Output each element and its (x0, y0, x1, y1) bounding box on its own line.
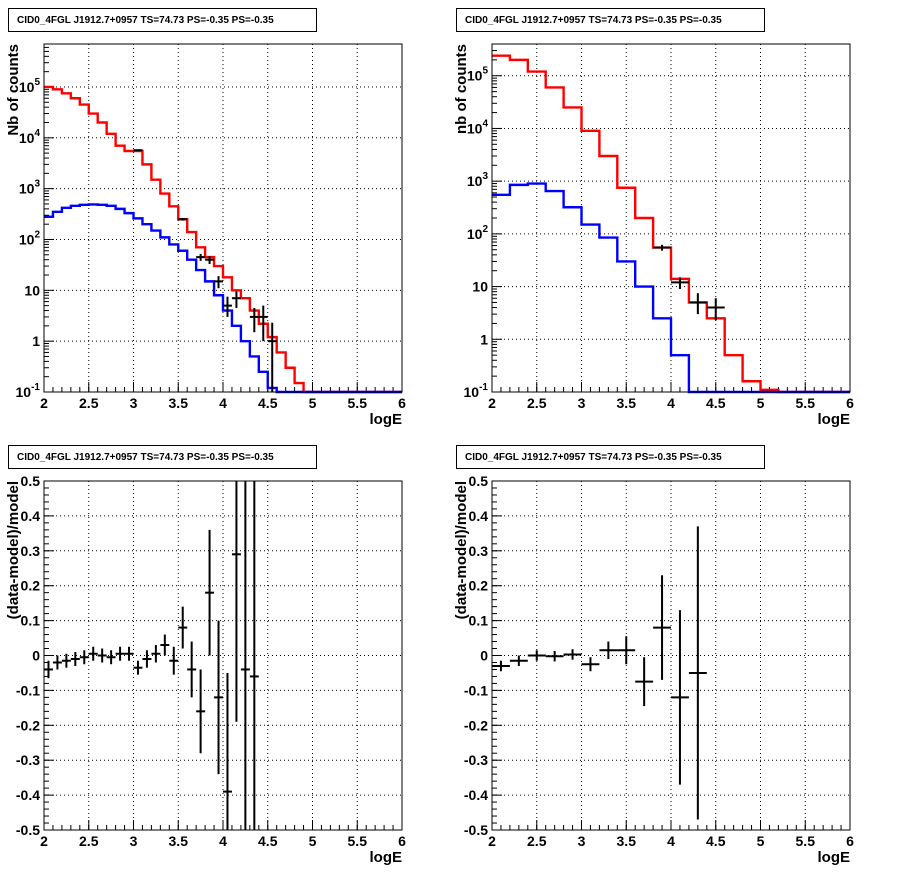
x-tick-label: 2.5 (527, 395, 547, 411)
chart-panel-2: 2 2.5 3 3.5 4 4.5 5 5.5 6 -0.5 -0.4 -0.3 -0.2 -0.1 0 0.… (5, 473, 406, 866)
panel-title-top-left: CID0_4FGL J1912.7+0957 TS=74.73 PS=-0.35… (8, 8, 317, 32)
y-tick-label: 0.4 (21, 508, 41, 524)
chart-panel-0: 2 2.5 3 3.5 4 4.5 5 5.5 6 10-1 1 10 102 103 104 105 logE… (5, 43, 406, 428)
plot-frame (491, 480, 851, 831)
y-tick-label: 10-1 (16, 382, 41, 400)
y-tick-label: 0.4 (469, 508, 489, 524)
x-tick-label: 5.5 (796, 395, 816, 411)
chart-panel-1: 2 2.5 3 3.5 4 4.5 5 5.5 6 10-1 1 10 102 103 104 105 logE… (453, 43, 854, 428)
x-tick-label: 3 (130, 395, 138, 411)
y-tick-label: 104 (19, 128, 41, 146)
x-tick-label: 4 (219, 395, 227, 411)
x-tick-label: 2.5 (79, 833, 99, 849)
x-tick-label: 4 (219, 833, 227, 849)
panel-title-top-right: CID0_4FGL J1912.7+0957 TS=74.73 PS=-0.35… (456, 8, 765, 32)
x-tick-label: 3.5 (169, 395, 189, 411)
x-tick-label: 2 (488, 833, 496, 849)
y-tick-label: 0 (32, 648, 40, 664)
y-axis-label: Nb of counts (5, 44, 22, 136)
x-tick-label: 3 (130, 833, 138, 849)
y-tick-label: -0.4 (16, 787, 40, 803)
x-tick-label: 2 (40, 833, 48, 849)
x-tick-label: 3.5 (169, 833, 189, 849)
y-tick-label: 103 (467, 171, 489, 189)
y-tick-label: 0.3 (21, 543, 41, 559)
y-axis-label: (data-model)/model (453, 481, 470, 619)
x-tick-label: 4 (667, 395, 675, 411)
x-tick-label: 2 (40, 395, 48, 411)
y-axis-label: nb of counts (453, 44, 470, 134)
y-tick-label: 10 (472, 279, 488, 295)
plot-frame (43, 480, 403, 831)
histogram-series-0 (44, 85, 402, 394)
y-tick-label: -0.4 (464, 787, 488, 803)
y-tick-label: -0.2 (16, 717, 40, 733)
y-tick-label: -0.5 (464, 822, 488, 838)
y-tick-label: 105 (19, 77, 41, 95)
y-tick-label: -0.5 (16, 822, 40, 838)
y-tick-label: 104 (467, 118, 489, 136)
x-tick-label: 5 (757, 833, 765, 849)
x-tick-label: 5 (309, 833, 317, 849)
y-tick-label: 0.1 (21, 613, 41, 629)
y-tick-label: -0.3 (464, 752, 488, 768)
chart-panel-3: 2 2.5 3 3.5 4 4.5 5 5.5 6 -0.5 -0.4 -0.3 -0.2 -0.1 0 0.… (453, 473, 854, 866)
y-tick-label: 10-1 (464, 382, 489, 400)
x-tick-label: 5.5 (796, 833, 816, 849)
y-tick-label: 102 (19, 229, 41, 247)
panel-title-bottom-left: CID0_4FGL J1912.7+0957 TS=74.73 PS=-0.35… (8, 445, 317, 469)
x-tick-label: 4 (667, 833, 675, 849)
x-tick-label: 6 (398, 395, 406, 411)
x-tick-label: 3.5 (617, 395, 637, 411)
x-axis-label: logE (818, 849, 851, 866)
x-tick-label: 5 (309, 395, 317, 411)
y-tick-label: 103 (19, 179, 41, 197)
x-tick-label: 5.5 (348, 395, 368, 411)
x-tick-label: 6 (846, 833, 854, 849)
x-tick-label: 2.5 (79, 395, 99, 411)
x-tick-label: 3.5 (617, 833, 637, 849)
y-axis-label: (data-model)/model (5, 481, 22, 619)
y-tick-label: 10 (24, 282, 40, 298)
x-tick-label: 3 (578, 395, 586, 411)
y-tick-label: 0.2 (469, 578, 489, 594)
x-tick-label: 5 (757, 395, 765, 411)
y-tick-label: 0 (480, 648, 488, 664)
panel-title-bottom-right: CID0_4FGL J1912.7+0957 TS=74.73 PS=-0.35… (456, 445, 765, 469)
x-tick-label: 4.5 (706, 833, 726, 849)
x-tick-label: 3 (578, 833, 586, 849)
y-tick-label: 0.5 (469, 473, 489, 489)
y-tick-label: -0.3 (16, 752, 40, 768)
y-tick-label: 102 (467, 224, 489, 242)
x-tick-label: 2 (488, 395, 496, 411)
x-tick-label: 2.5 (527, 833, 547, 849)
y-tick-label: -0.1 (16, 682, 40, 698)
y-tick-label: 1 (32, 333, 40, 349)
y-tick-label: 0.3 (469, 543, 489, 559)
x-tick-label: 5.5 (348, 833, 368, 849)
y-tick-label: 0.1 (469, 613, 489, 629)
x-tick-label: 6 (398, 833, 406, 849)
y-tick-label: 105 (467, 66, 489, 84)
plot-frame (43, 43, 403, 393)
x-axis-label: logE (370, 849, 403, 866)
x-axis-label: logE (370, 411, 403, 428)
x-axis-label: logE (818, 411, 851, 428)
y-tick-label: 1 (480, 331, 488, 347)
x-tick-label: 4.5 (258, 833, 278, 849)
y-tick-label: -0.1 (464, 682, 488, 698)
y-tick-label: 0.5 (21, 473, 41, 489)
x-tick-label: 4.5 (706, 395, 726, 411)
x-tick-label: 4.5 (258, 395, 278, 411)
x-tick-label: 6 (846, 395, 854, 411)
y-tick-label: 0.2 (21, 578, 41, 594)
y-tick-label: -0.2 (464, 717, 488, 733)
plot-area (44, 44, 402, 392)
plot-frame (491, 43, 851, 393)
